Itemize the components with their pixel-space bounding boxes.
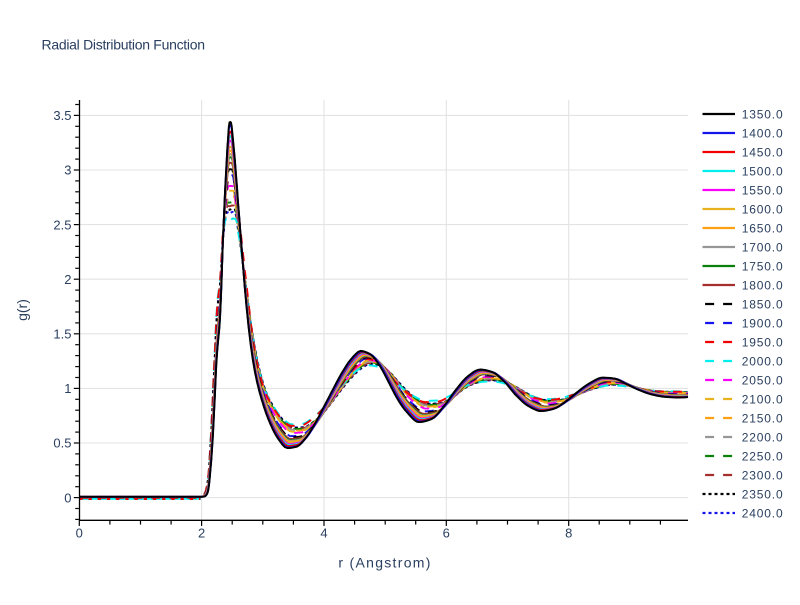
svg-text:1350.0: 1350.0 (742, 108, 784, 122)
svg-text:0.5: 0.5 (53, 436, 71, 451)
svg-text:1650.0: 1650.0 (742, 222, 784, 236)
svg-text:1450.0: 1450.0 (742, 146, 784, 160)
svg-text:3: 3 (64, 163, 71, 178)
svg-text:0: 0 (64, 490, 71, 505)
svg-text:1900.0: 1900.0 (742, 317, 784, 331)
svg-text:1850.0: 1850.0 (742, 298, 784, 312)
svg-text:1800.0: 1800.0 (742, 279, 784, 293)
svg-text:6: 6 (443, 525, 450, 540)
svg-text:1700.0: 1700.0 (742, 241, 784, 255)
svg-text:Radial Distribution Function: Radial Distribution Function (42, 37, 206, 53)
svg-text:3.5: 3.5 (53, 108, 71, 123)
svg-text:2100.0: 2100.0 (742, 393, 784, 407)
svg-text:0: 0 (76, 525, 83, 540)
svg-text:1550.0: 1550.0 (742, 184, 784, 198)
svg-text:2250.0: 2250.0 (742, 450, 784, 464)
svg-text:g(r): g(r) (14, 299, 30, 321)
svg-text:2300.0: 2300.0 (742, 469, 784, 483)
svg-text:2350.0: 2350.0 (742, 488, 784, 502)
svg-text:2050.0: 2050.0 (742, 374, 784, 388)
svg-text:2400.0: 2400.0 (742, 507, 784, 521)
svg-text:1.5: 1.5 (53, 327, 71, 342)
svg-text:1500.0: 1500.0 (742, 165, 784, 179)
svg-text:1600.0: 1600.0 (742, 203, 784, 217)
svg-text:1400.0: 1400.0 (742, 127, 784, 141)
svg-text:1: 1 (64, 381, 71, 396)
svg-text:4: 4 (320, 525, 327, 540)
svg-text:2: 2 (198, 525, 205, 540)
svg-text:2: 2 (64, 272, 71, 287)
svg-text:2200.0: 2200.0 (742, 431, 784, 445)
svg-text:2150.0: 2150.0 (742, 412, 784, 426)
svg-text:1750.0: 1750.0 (742, 260, 784, 274)
svg-text:2000.0: 2000.0 (742, 355, 784, 369)
svg-text:r (Angstrom): r (Angstrom) (338, 555, 430, 571)
svg-text:1950.0: 1950.0 (742, 336, 784, 350)
svg-text:8: 8 (565, 525, 572, 540)
svg-text:2.5: 2.5 (53, 217, 71, 232)
